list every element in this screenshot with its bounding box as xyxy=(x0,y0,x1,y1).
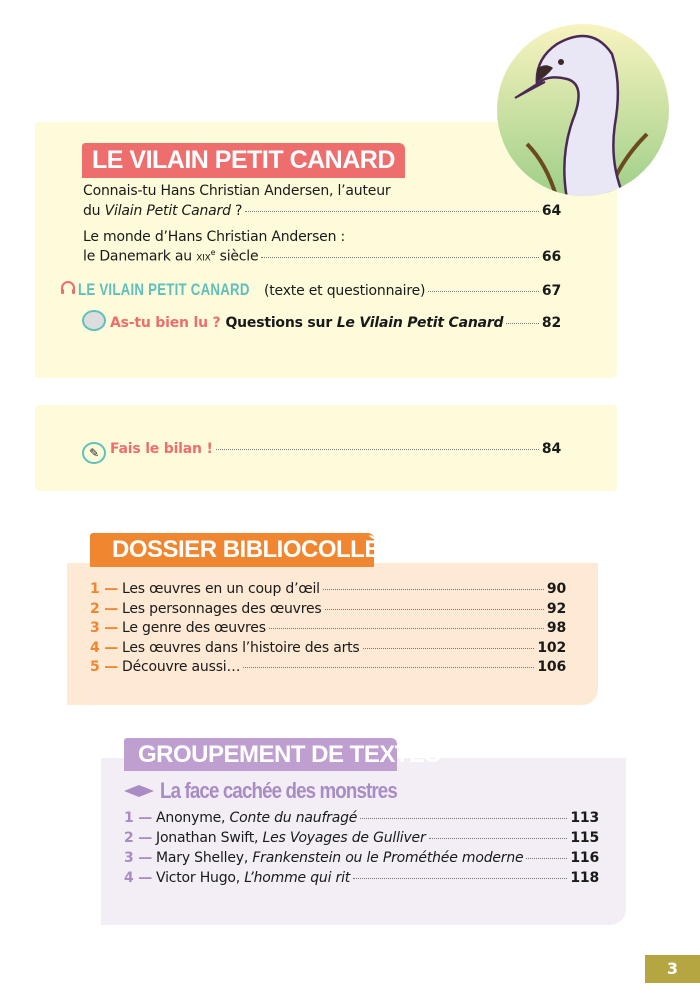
page-number: 118 xyxy=(570,870,599,886)
page-number: 92 xyxy=(546,600,566,617)
book-icon xyxy=(82,310,106,331)
dossier-background xyxy=(67,563,598,705)
page-number: 84 xyxy=(541,441,561,457)
page-number: 98 xyxy=(546,620,566,637)
page-number: 64 xyxy=(541,203,561,219)
page-number: 113 xyxy=(570,810,599,826)
page-number-badge: 3 xyxy=(645,955,700,983)
dot-leader xyxy=(261,256,539,258)
entry-number: 1 — xyxy=(124,810,153,826)
page-number: 66 xyxy=(541,248,561,265)
diamond-arrow-icon xyxy=(124,785,154,797)
dot-leader xyxy=(353,878,568,879)
entry-text: le Danemark au XIXe siècle xyxy=(83,248,259,265)
toc-entry-bilan[interactable]: ✎ Fais le bilan ! 84 xyxy=(82,438,561,464)
dot-leader xyxy=(268,628,544,630)
quiz-label: As-tu bien lu ? xyxy=(110,315,221,331)
toc-entry[interactable]: 2 — Les personnages des œuvres 92 xyxy=(90,601,566,617)
entry-line: Le monde d’Hans Christian Andersen : xyxy=(83,229,346,245)
entry-number: 2 — xyxy=(124,830,153,846)
toc-entry-text[interactable]: LE VILAIN PETIT CANARD (texte et questio… xyxy=(60,280,561,300)
section-title-dossier: DOSSIER BIBLIOCOLLÈGE xyxy=(90,533,414,567)
dot-leader xyxy=(428,291,539,292)
page-number: 102 xyxy=(537,639,566,656)
entry-number: 1 — xyxy=(90,581,119,597)
page-number: 116 xyxy=(570,850,599,866)
bilan-label: Fais le bilan ! xyxy=(110,441,213,457)
entry-text: Mary Shelley, Frankenstein ou le Prométh… xyxy=(156,850,524,866)
text-title: LE VILAIN PETIT CANARD xyxy=(78,280,250,299)
dot-leader xyxy=(243,667,535,669)
toc-entry[interactable]: 1 — Les œuvres en un coup d’œil 90 xyxy=(90,581,566,597)
toc-entry[interactable]: 4 — Les œuvres dans l’histoire des arts 10… xyxy=(90,640,566,656)
entry-number: 3 — xyxy=(90,620,119,637)
entry-number: 5 — xyxy=(90,659,119,676)
dot-leader xyxy=(324,608,544,610)
entry-text: Découvre aussi… xyxy=(122,659,241,676)
dot-leader xyxy=(322,589,544,590)
page-number: 82 xyxy=(541,315,561,331)
toc-entry[interactable]: 2 — Jonathan Swift, Les Voyages de Gulliv… xyxy=(124,830,599,846)
section-title-groupement: GROUPEMENT DE TEXTES xyxy=(124,738,441,771)
toc-entry-quiz[interactable]: As-tu bien lu ? Questions sur Le Vilain … xyxy=(82,306,561,331)
headphones-icon xyxy=(60,280,78,299)
dot-leader xyxy=(362,647,535,649)
page-number: 67 xyxy=(541,283,561,299)
entry-number: 4 — xyxy=(90,639,119,656)
swan-illustration xyxy=(497,24,669,196)
entry-text: Victor Hugo, L’homme qui rit xyxy=(156,870,351,886)
dot-leader xyxy=(360,818,568,819)
groupement-background xyxy=(101,758,626,925)
quiz-text: Questions sur Le Vilain Petit Canard xyxy=(225,315,504,331)
page-number: 90 xyxy=(546,581,566,597)
entry-text: Le genre des œuvres xyxy=(122,620,266,637)
entry-text: Les personnages des œuvres xyxy=(122,600,322,617)
entry-number: 3 — xyxy=(124,850,153,866)
toc-entry[interactable]: 3 — Mary Shelley, Frankenstein ou le Prom… xyxy=(124,850,599,866)
pencil-icon: ✎ xyxy=(82,442,106,464)
entry-text: du Vilain Petit Canard ? xyxy=(83,203,243,219)
dot-leader xyxy=(245,211,539,212)
dot-leader xyxy=(526,858,568,859)
entry-number: 4 — xyxy=(124,870,153,886)
entry-number: 2 — xyxy=(90,600,119,617)
section-subtitle: La face cachée des monstres xyxy=(124,778,439,804)
entry-line: Connais-tu Hans Christian Andersen, l’au… xyxy=(83,183,391,199)
entry-text: Anonyme, Conte du naufragé xyxy=(156,810,358,826)
dot-leader xyxy=(428,838,568,839)
section-title-vilain-petit-canard: LE VILAIN PETIT CANARD xyxy=(82,143,405,178)
page-number: 106 xyxy=(537,659,566,676)
dot-leader xyxy=(506,323,539,324)
page-number: 115 xyxy=(570,830,599,846)
toc-entry[interactable]: 3 — Le genre des œuvres 98 xyxy=(90,620,566,636)
toc-entry[interactable]: 1 — Anonyme, Conte du naufragé 113 xyxy=(124,810,599,826)
entry-text: Jonathan Swift, Les Voyages de Gulliver xyxy=(156,830,426,846)
bilan-background xyxy=(35,405,617,491)
text-subtitle: (texte et questionnaire) xyxy=(264,283,426,299)
toc-entry[interactable]: 4 — Victor Hugo, L’homme qui rit 118 xyxy=(124,870,599,886)
entry-text: Les œuvres dans l’histoire des arts xyxy=(122,639,360,656)
toc-entry[interactable]: le Danemark au XIXe siècle 66 xyxy=(83,248,561,265)
toc-entry[interactable]: 5 — Découvre aussi… 106 xyxy=(90,659,566,675)
toc-entry[interactable]: du Vilain Petit Canard ? 64 xyxy=(83,203,561,219)
entry-text: Les œuvres en un coup d’œil xyxy=(122,581,320,597)
dot-leader xyxy=(215,449,539,450)
